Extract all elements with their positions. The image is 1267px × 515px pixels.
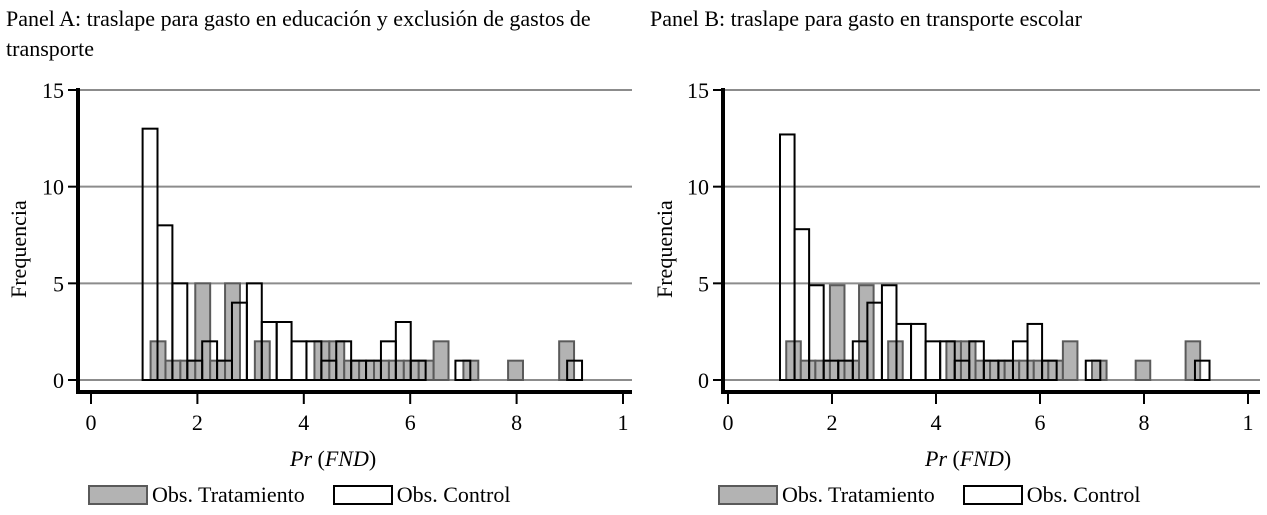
control-bar	[1193, 359, 1211, 381]
legend-label-control: Obs. Control	[1026, 482, 1141, 507]
legend-label-treatment: Obs. Tratamiento	[782, 482, 935, 507]
x-tick-label: 8	[511, 410, 522, 435]
panel-b-title: Panel B: traslape para gasto en transpor…	[650, 6, 1082, 31]
y-tick-label: 10	[687, 175, 709, 200]
treatment-bar	[974, 359, 992, 381]
control-bar	[566, 359, 584, 381]
x-label-pr: Pr	[290, 446, 312, 471]
panel-b-y-axis-label: Frequencia	[652, 200, 677, 298]
treatment-bar	[843, 359, 861, 381]
x-tick-label: 1	[618, 410, 629, 435]
legend-item-control: Obs. Control	[332, 482, 511, 508]
control-bar	[394, 321, 412, 381]
y-tick-label: 5	[53, 271, 64, 296]
control-swatch-icon	[332, 485, 393, 505]
control-bar	[290, 340, 308, 382]
control-bar	[409, 359, 427, 381]
panel-b-x-axis-label: Pr (FND)	[925, 446, 1012, 471]
panel-a-x-axis-label: Pr (FND)	[290, 446, 377, 471]
panel-b-legend: Obs. Tratamiento Obs. Control	[718, 482, 1168, 508]
treatment-bar	[814, 359, 831, 381]
control-swatch-icon	[962, 485, 1023, 505]
legend-item-treatment: Obs. Tratamiento	[718, 482, 935, 508]
treatment-bar	[1134, 359, 1152, 381]
treatment-bar	[1091, 359, 1108, 381]
panel-a: Panel A: traslape para gasto en educació…	[6, 6, 632, 508]
treatment-bar	[858, 284, 875, 381]
control-bar	[171, 282, 189, 382]
treatment-bar	[1032, 359, 1050, 381]
x-tick-label: 2	[192, 410, 203, 435]
panel-a-title: Panel A: traslape para gasto en educació…	[6, 6, 591, 61]
treatment-bar	[1003, 359, 1021, 381]
x-tick-label: 2	[827, 410, 838, 435]
treatment-bar	[799, 359, 817, 381]
control-bar	[924, 340, 942, 382]
legend-item-treatment: Obs. Tratamiento	[88, 482, 305, 508]
control-bar	[1084, 359, 1102, 381]
legend-item-control: Obs. Control	[962, 482, 1141, 508]
x-tick-label: 8	[1139, 410, 1150, 435]
control-bar	[454, 359, 472, 381]
legend-label-control: Obs. Control	[396, 482, 511, 507]
x-tick-label: 0	[86, 410, 97, 435]
y-tick-label: 0	[53, 368, 64, 393]
x-tick-label: 4	[298, 410, 309, 435]
control-bar	[910, 322, 927, 381]
y-tick-label: 15	[687, 78, 709, 103]
x-label-fnd: FND	[959, 446, 1004, 471]
y-tick-label: 10	[42, 175, 64, 200]
panel-b: Panel B: traslape para gasto en transpor…	[640, 0, 1267, 515]
panel-b-histogram: 0 5 10 15 0 2 4 6 8 1	[687, 78, 1260, 435]
treatment-swatch-icon	[88, 485, 148, 505]
treatment-bar	[785, 340, 802, 382]
panel-a-histogram: 0 5 10 15 0 2 4 6 8 1	[42, 78, 632, 435]
y-tick-label: 5	[698, 271, 709, 296]
legend-label-treatment: Obs. Tratamiento	[152, 482, 305, 507]
x-tick-label: 0	[723, 410, 734, 435]
x-tick-label: 4	[931, 410, 942, 435]
treatment-bar	[887, 340, 904, 382]
control-bar	[1041, 359, 1058, 381]
x-label-pr: Pr	[925, 446, 947, 471]
treatment-bar	[989, 359, 1006, 381]
x-tick-label: 6	[405, 410, 416, 435]
control-bar	[1026, 322, 1044, 381]
treatment-bar	[1018, 359, 1035, 381]
x-label-fnd: FND	[324, 446, 369, 471]
treatment-bar	[432, 340, 450, 382]
panel-a-legend: Obs. Tratamiento Obs. Control	[88, 482, 538, 508]
control-bar	[275, 321, 293, 381]
treatment-bar	[1047, 359, 1064, 381]
y-tick-label: 15	[42, 78, 64, 103]
treatment-bar	[828, 284, 846, 381]
control-bar	[808, 284, 825, 381]
treatment-bar	[1061, 340, 1079, 382]
treatment-bar	[507, 359, 524, 381]
y-tick-label: 0	[698, 368, 709, 393]
x-tick-label: 6	[1035, 410, 1046, 435]
treatment-swatch-icon	[718, 485, 778, 505]
x-tick-label: 1	[1243, 410, 1254, 435]
panel-a-y-axis-label: Frequencia	[6, 200, 31, 298]
